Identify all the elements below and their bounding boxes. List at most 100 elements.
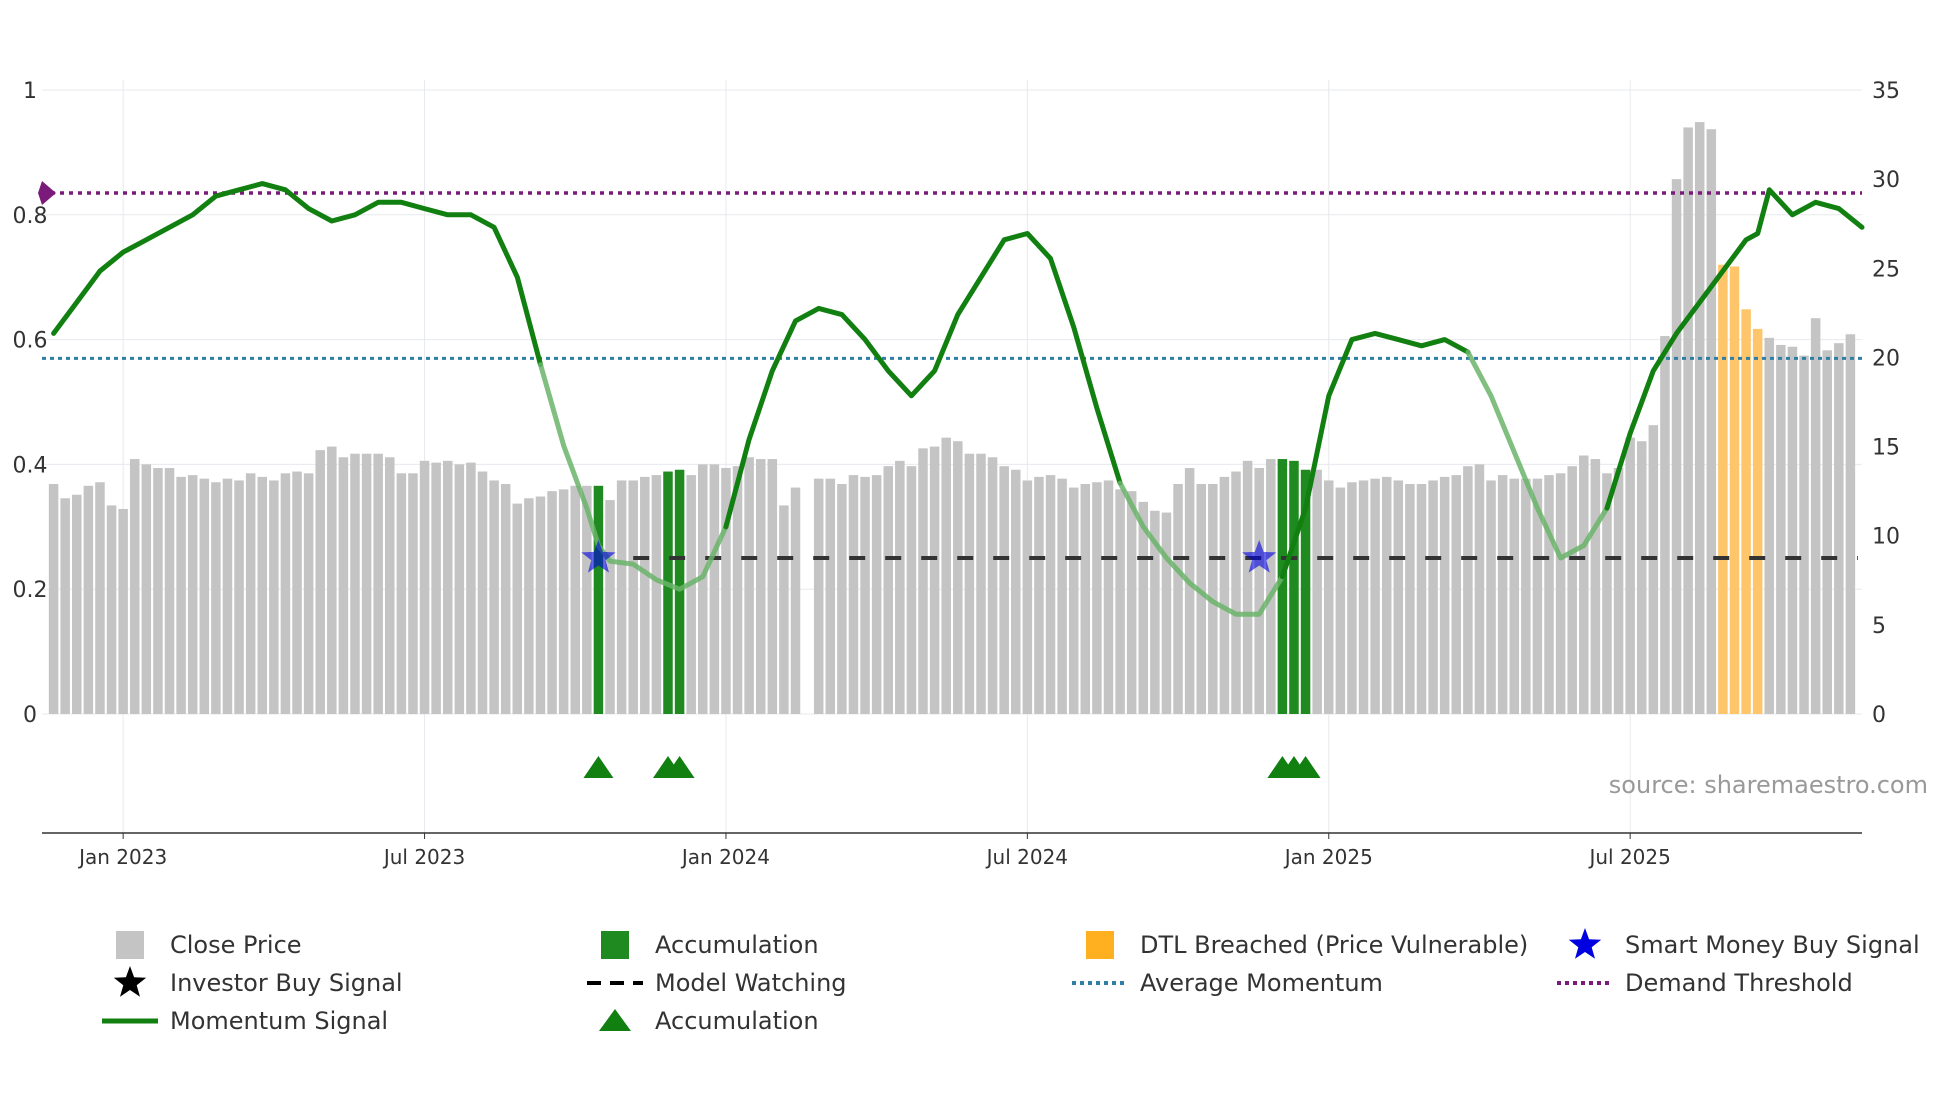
accumulation-bar [674, 469, 685, 714]
close-price-bar [570, 485, 581, 714]
close-price-bar [1011, 469, 1021, 714]
legend-label: Accumulation [655, 1007, 819, 1035]
close-price-bar [1521, 478, 1531, 714]
close-price-bar [1474, 464, 1485, 714]
close-price-bar [651, 475, 662, 714]
close-price-bar [524, 498, 534, 714]
close-price-bar [1034, 476, 1044, 714]
accumulation-bar [1289, 460, 1299, 714]
close-price-bar [1416, 484, 1427, 714]
legend-purple-dotted-line-icon [1557, 981, 1613, 985]
close-price-bar [245, 473, 256, 714]
close-price-bar [1509, 478, 1519, 714]
close-price-bar [767, 459, 778, 714]
close-price-bar [976, 453, 986, 714]
close-price-bar [1810, 318, 1821, 714]
close-price-bar [721, 467, 731, 714]
close-price-bar [477, 471, 488, 714]
legend-label: Momentum Signal [170, 1007, 389, 1035]
legend-label: Accumulation [655, 931, 819, 959]
close-price-bar [871, 475, 882, 714]
close-price-bar [396, 473, 407, 714]
close-price-bar [95, 482, 105, 714]
close-price-bar [257, 476, 268, 714]
close-price-bar [535, 496, 546, 714]
legend-item-smart-money: Smart Money Buy Signal [1555, 926, 1920, 964]
momentum-line-segment [723, 231, 1123, 530]
x-tick-label: Jan 2025 [1283, 845, 1373, 869]
close-price-bar [1231, 471, 1241, 714]
close-price-bar [825, 478, 836, 714]
close-price-bar [1323, 480, 1334, 714]
close-price-bar [303, 473, 314, 714]
close-price-bar [1602, 473, 1612, 714]
legend-item-dtl-breached: DTL Breached (Price Vulnerable) [1070, 926, 1528, 964]
legend-label: Investor Buy Signal [170, 969, 403, 997]
x-tick-label: Jul 2025 [1587, 845, 1670, 869]
legend-dashed-line-icon [587, 981, 643, 985]
legend-blue-dotted-line-icon [1072, 981, 1128, 985]
accumulation-bar [663, 471, 673, 714]
legend-item-demand-threshold: Demand Threshold [1555, 964, 1853, 1002]
left-y-tick-label: 0.2 [13, 578, 48, 603]
close-price-bar [187, 475, 198, 714]
close-price-bar [987, 457, 998, 714]
legend-label: Demand Threshold [1625, 969, 1853, 997]
left-y-tick-label: 0 [23, 703, 37, 728]
close-price-bar [582, 485, 592, 714]
close-price-bar [999, 466, 1009, 714]
close-price-bar [616, 480, 627, 714]
close-price-bar [1532, 478, 1543, 714]
close-price-bar [48, 484, 59, 714]
close-price-bar [744, 457, 754, 714]
close-price-bar [408, 473, 418, 714]
close-price-bar [1834, 343, 1844, 714]
close-price-bar [1381, 476, 1392, 714]
close-price-bar [1544, 475, 1554, 714]
close-price-bar [790, 487, 801, 714]
close-price-bar [512, 503, 523, 714]
close-price-bar [1161, 512, 1172, 714]
close-price-bar [1764, 337, 1775, 714]
close-price-bar [1335, 487, 1346, 714]
close-price-bar [327, 446, 337, 714]
close-price-bar [1787, 346, 1798, 714]
close-price-bar [60, 498, 70, 714]
demand-threshold-marker [38, 180, 56, 205]
legend-label: Close Price [170, 931, 302, 959]
dtl-breached-bar [1729, 266, 1740, 714]
close-price-bar [269, 480, 279, 714]
legend-label: Model Watching [655, 969, 847, 997]
x-tick-label: Jul 2024 [985, 845, 1068, 869]
close-price-bar [732, 466, 743, 714]
close-price-bar [292, 471, 302, 714]
close-price-bar [895, 460, 905, 714]
close-price-bar [547, 491, 557, 714]
legend-item-close-price: Close Price [100, 926, 302, 964]
close-price-bar [211, 482, 221, 714]
close-price-bar [1486, 480, 1496, 714]
close-price-bar [1428, 480, 1438, 714]
close-price-bar [1845, 334, 1856, 714]
accumulation-triangle-icon [664, 756, 695, 778]
legend-gray-square-icon [116, 931, 144, 959]
reference-lines [38, 180, 1862, 560]
close-price-bar [141, 464, 152, 714]
momentum-line-segment [1279, 330, 1471, 580]
close-price-bar [338, 457, 349, 714]
close-price-bar [315, 450, 325, 714]
close-price-bar [153, 467, 163, 714]
legend-orange-square-icon [1086, 931, 1114, 959]
left-y-tick-label: 0.6 [13, 329, 48, 354]
right-y-tick-label: 35 [1872, 79, 1900, 104]
close-price-bar [1370, 478, 1380, 714]
smart-money-signals [581, 540, 1277, 573]
legend-label: Average Momentum [1140, 969, 1383, 997]
close-price-bar [1196, 484, 1206, 714]
right-y-tick-label: 20 [1872, 346, 1900, 371]
close-price-bar [640, 476, 650, 714]
legend: Close Price Accumulation DTL Breached (P… [100, 926, 1920, 1056]
accumulation-triangle-icon [583, 756, 614, 778]
close-price-bar [837, 484, 847, 714]
